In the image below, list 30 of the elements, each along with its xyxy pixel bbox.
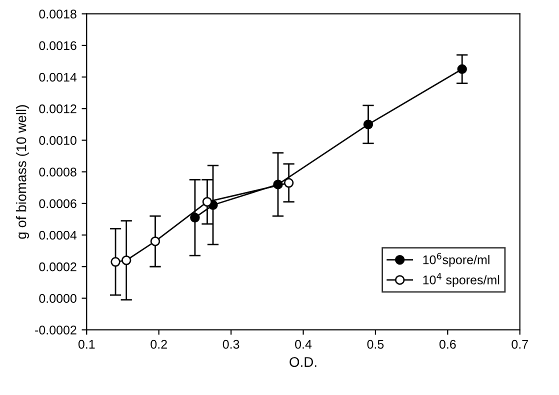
y-axis-title: g of biomass (10 well) xyxy=(16,105,29,239)
legend-label: 10$^{4}$ spores/ml xyxy=(423,273,500,287)
x-tick-label: 0.5 xyxy=(367,340,384,349)
x-tick-label: 0.2 xyxy=(150,340,167,349)
point xyxy=(284,178,294,188)
y-tick-label: 0.0008 xyxy=(39,168,76,176)
y-tick-label: 0.0000 xyxy=(39,294,76,303)
y-tick-label: -0.0002 xyxy=(35,326,76,334)
x-tick-label: 0.4 xyxy=(295,340,312,349)
y-tick-label: 0.0004 xyxy=(39,230,77,240)
point xyxy=(110,257,120,267)
y-tick-label: 0.0002 xyxy=(39,262,76,272)
y-tick-label: 0.0016 xyxy=(39,41,76,50)
y-tick-label: 0.0010 xyxy=(39,136,76,145)
y-tick-label: 0.0018 xyxy=(39,10,76,18)
point xyxy=(363,120,374,130)
point xyxy=(150,236,160,246)
y-tick-label: 0.0014 xyxy=(39,72,77,82)
y-tick-label: 0.0012 xyxy=(39,104,76,114)
x-tick-label: 0.6 xyxy=(439,340,456,349)
point xyxy=(457,64,467,74)
x-tick-label: 0.7 xyxy=(512,340,528,349)
x-tick-label: 0.1 xyxy=(78,340,95,349)
x-tick-label: 0.3 xyxy=(222,340,240,349)
point xyxy=(202,196,212,207)
point xyxy=(121,255,132,266)
y-tick-label: 0.0006 xyxy=(39,199,76,208)
legend-label: 10$^{6}$spore/ml xyxy=(423,252,490,267)
point xyxy=(190,212,200,223)
x-axis-title: O.D. xyxy=(290,357,316,367)
